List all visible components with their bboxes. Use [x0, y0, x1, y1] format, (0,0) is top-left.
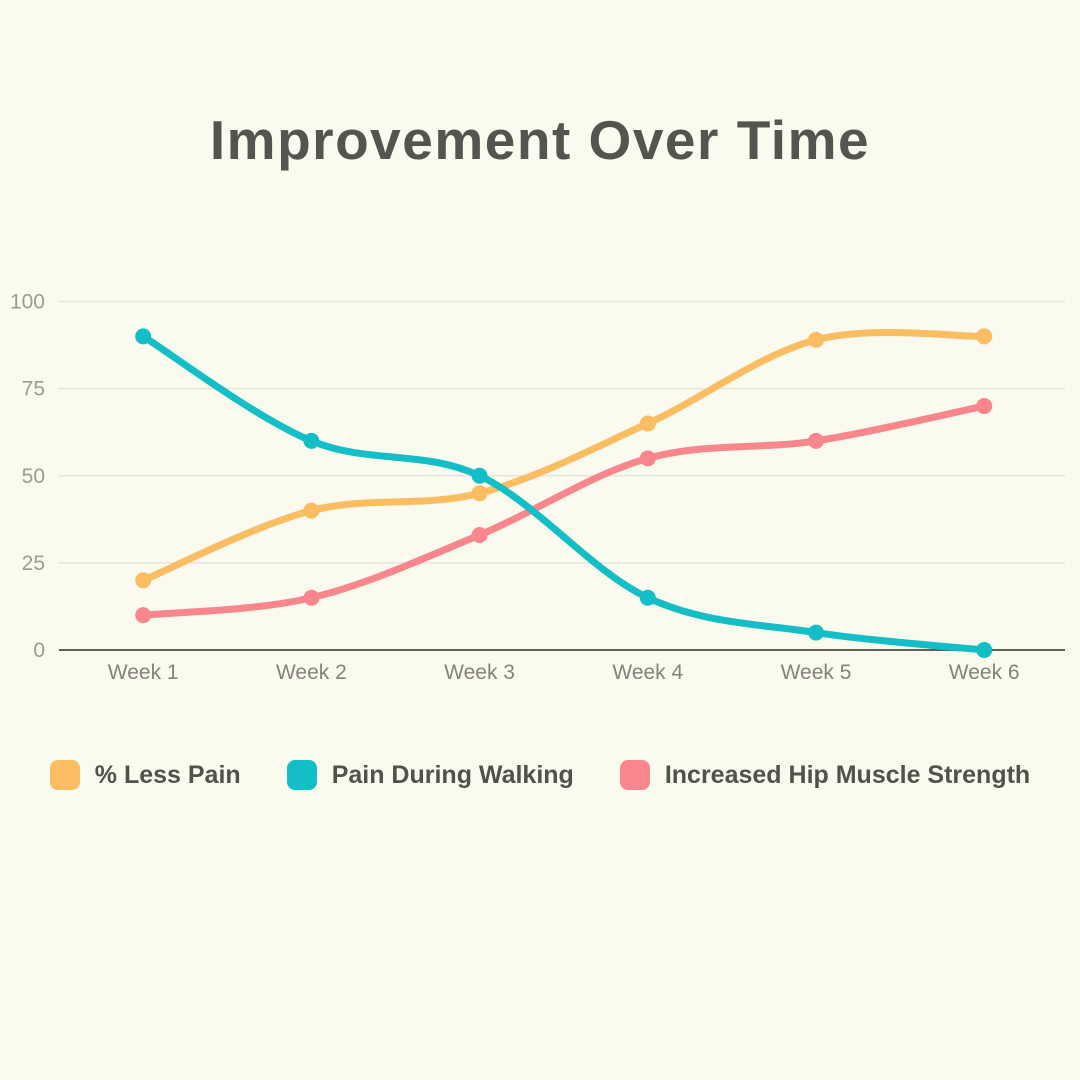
series-point-2: [303, 589, 320, 606]
x-tick-label: Week 3: [444, 661, 515, 684]
y-tick-label: 75: [22, 378, 45, 401]
x-tick-label: Week 6: [949, 661, 1020, 684]
legend-swatch-hip-strength: [619, 760, 650, 790]
legend-label-pain-walking: Pain During Walking: [331, 760, 574, 789]
x-tick-label: Week 2: [276, 661, 347, 684]
series-point-2: [639, 450, 656, 467]
series-point-1: [303, 432, 320, 449]
series-line-2: [139, 402, 988, 619]
x-tick-label: Week 5: [781, 661, 852, 684]
x-tick-label: Week 4: [612, 661, 683, 684]
series-line-1: [139, 332, 988, 654]
y-tick-label: 50: [22, 465, 45, 488]
legend-item-pain-walking: Pain During Walking: [286, 760, 574, 790]
series-point-1: [808, 624, 824, 641]
series-point-1: [471, 467, 488, 484]
y-tick-label: 25: [22, 552, 45, 575]
series-point-2: [135, 607, 152, 624]
series-point-1: [976, 642, 993, 658]
legend-label-less-pain: % Less Pain: [94, 760, 241, 789]
series-point-2: [976, 398, 993, 415]
series-point-2: [471, 526, 488, 543]
series-point-0: [471, 485, 488, 502]
series-point-0: [303, 502, 320, 519]
x-tick-label: Week 1: [108, 661, 179, 684]
chart-legend: % Less Pain Pain During Walking Increase…: [0, 760, 1080, 790]
series-point-0: [135, 572, 152, 589]
legend-swatch-less-pain: [49, 760, 80, 790]
legend-item-hip-strength: Increased Hip Muscle Strength: [619, 760, 1031, 790]
legend-item-less-pain: % Less Pain: [49, 760, 241, 790]
series-point-2: [808, 432, 824, 449]
series-point-0: [639, 415, 656, 432]
y-tick-label: 0: [33, 639, 45, 662]
legend-swatch-pain-walking: [286, 760, 317, 790]
series-point-1: [639, 589, 656, 606]
chart-title: Improvement Over Time: [209, 109, 871, 171]
series-point-1: [135, 328, 152, 345]
series-point-0: [808, 331, 824, 348]
series-line-0: [139, 329, 988, 584]
y-tick-label: 100: [10, 291, 45, 314]
legend-label-hip-strength: Increased Hip Muscle Strength: [664, 760, 1031, 789]
series-point-0: [976, 328, 993, 345]
